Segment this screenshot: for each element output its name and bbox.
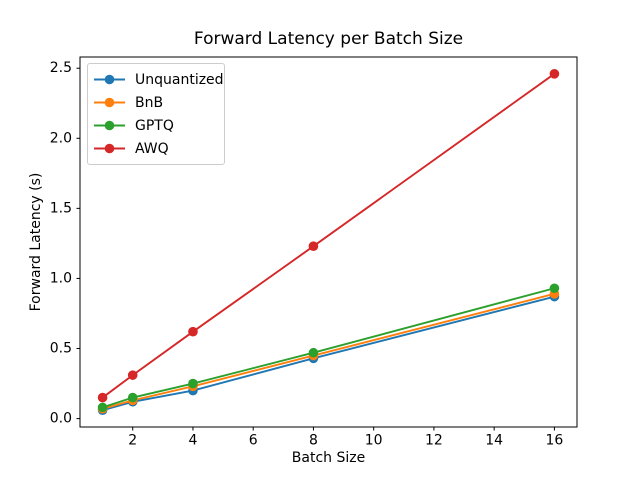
legend-line-marker-icon bbox=[94, 120, 125, 131]
x-tick-label: 14 bbox=[485, 433, 503, 449]
data-point-awq bbox=[549, 69, 560, 79]
y-tick-label: 0.5 bbox=[50, 341, 72, 357]
legend-line-marker-icon bbox=[94, 74, 125, 85]
x-tick-label: 10 bbox=[365, 433, 383, 449]
legend-item: AWQ bbox=[94, 137, 224, 160]
data-point-awq bbox=[127, 370, 138, 380]
legend-line-marker-icon bbox=[94, 97, 125, 108]
data-point-gptq bbox=[308, 347, 319, 358]
data-point-gptq bbox=[188, 378, 198, 389]
series-line-unquantized bbox=[102, 295, 555, 412]
legend-item: BnB bbox=[94, 91, 224, 114]
y-tick-label: 2.5 bbox=[50, 60, 72, 76]
y-tick-label: 2.0 bbox=[50, 130, 72, 146]
data-point-gptq bbox=[97, 402, 108, 413]
x-tick-label: 4 bbox=[188, 433, 197, 449]
data-point-awq bbox=[308, 241, 319, 252]
x-axis-label: Batch Size bbox=[291, 450, 366, 466]
legend-label: AWQ bbox=[135, 140, 169, 157]
x-tick-label: 12 bbox=[425, 433, 443, 449]
chart-title: Forward Latency per Batch Size bbox=[193, 29, 464, 49]
x-tick-label: 8 bbox=[309, 433, 318, 449]
legend-label: BnB bbox=[135, 94, 164, 111]
y-tick-label: 1.5 bbox=[50, 200, 72, 216]
y-tick-label: 1.0 bbox=[50, 270, 72, 286]
data-point-awq bbox=[188, 326, 198, 337]
data-point-gptq bbox=[127, 392, 138, 403]
legend-item: GPTQ bbox=[94, 114, 224, 137]
data-point-gptq bbox=[549, 283, 560, 294]
axes-spines bbox=[79, 56, 578, 428]
legend-label: Unquantized bbox=[135, 71, 224, 88]
legend-item: Unquantized bbox=[94, 68, 224, 91]
legend-label: GPTQ bbox=[135, 117, 174, 134]
series-line-bnb bbox=[102, 292, 555, 410]
data-point-awq bbox=[97, 392, 108, 403]
legend: Unquantized BnB GPTQ AWQ bbox=[87, 63, 225, 165]
x-tick-label: 16 bbox=[545, 433, 563, 449]
y-tick-label: 0.0 bbox=[50, 411, 72, 427]
legend-line-marker-icon bbox=[94, 143, 125, 154]
y-axis-label: Forward Latency (s) bbox=[28, 172, 44, 312]
x-tick-label: 6 bbox=[249, 433, 258, 449]
x-tick-label: 2 bbox=[128, 433, 137, 449]
